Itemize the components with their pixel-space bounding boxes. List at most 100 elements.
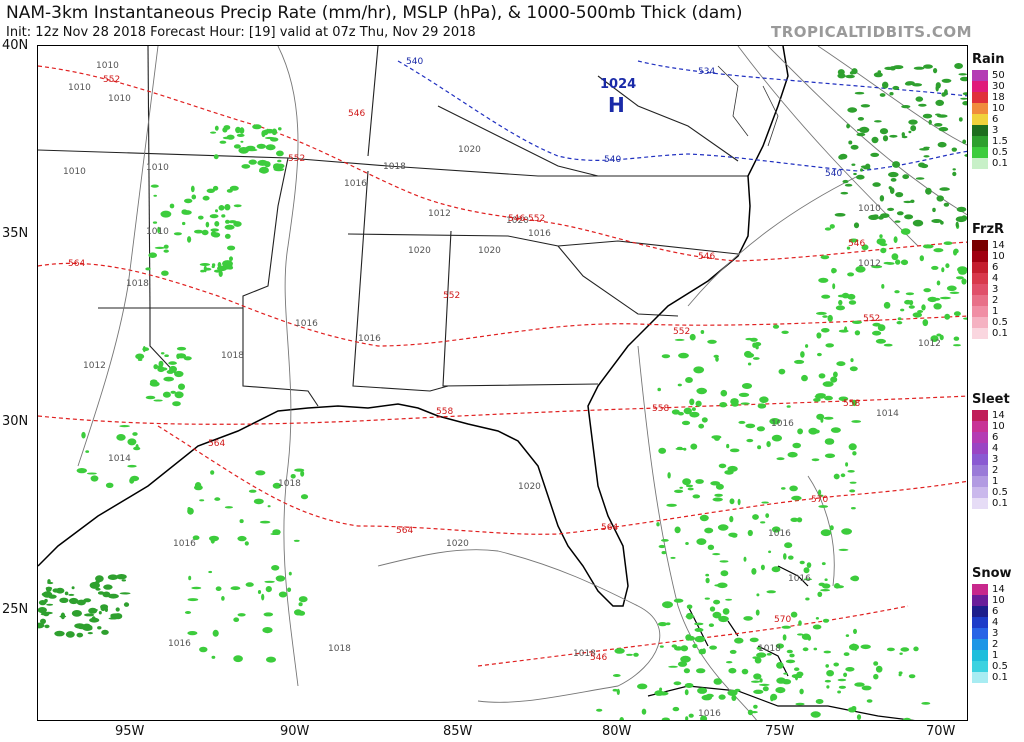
precip-cell [200,269,205,273]
precip-cell [678,352,689,359]
isobar-label: 1010 [146,163,169,173]
precip-cell [799,560,805,565]
legend-swatch [972,661,988,672]
precip-cell [729,498,735,505]
precip-cell [904,82,913,86]
isobar-label: 1016 [768,529,791,539]
precip-cell [222,260,233,267]
precip-cell [38,607,47,614]
precip-cell [685,615,695,618]
precip-cell [224,506,233,509]
precip-cell [962,101,967,106]
precip-cell [923,64,933,69]
precip-cell [894,290,900,294]
precip-cell [728,667,737,674]
precip-cell [95,575,104,583]
precip-cell [154,365,161,369]
legend-value: 0.1 [992,672,1008,683]
precip-cell [944,89,948,96]
legend-row: 3 [972,628,1022,639]
legend-row: 0.5 [972,147,1022,158]
precip-cell [825,343,834,348]
legend-row: 0.5 [972,317,1022,328]
precip-cell [677,411,684,416]
precip-cell [700,330,705,334]
legend-swatch [972,606,988,617]
precip-cell [787,451,798,458]
precip-cell [671,409,680,415]
isobar-label: 1016 [295,319,318,329]
precip-cell [71,586,75,590]
precip-cell [694,622,704,626]
precip-cell [257,590,262,594]
precip-cell [709,606,716,612]
precip-cell [752,342,757,348]
precip-cell [889,187,895,194]
precip-cell [253,498,264,505]
precip-cell [720,570,729,577]
precip-cell [145,267,151,271]
precip-cell [65,631,75,638]
precip-cell [115,607,120,612]
precip-cell [792,442,801,449]
isobar-label: 1018 [328,644,351,654]
isobar-label: 1016 [771,419,794,429]
legend-value: 0.5 [992,487,1008,498]
precip-cell [883,301,891,309]
precip-cell [781,625,791,629]
precip-cell [172,401,181,407]
legend-value: 1.5 [992,136,1008,147]
precip-cell [831,268,837,274]
precip-cell [265,586,272,593]
precip-cell [945,263,950,269]
precip-cell [873,661,879,666]
precip-cell [908,130,912,134]
precip-cell [221,596,225,601]
precip-cell [818,582,826,587]
precip-cell [943,202,950,207]
precip-cell [183,356,192,361]
legend-row: 30 [972,81,1022,92]
precip-cell [768,550,772,554]
precip-cell [726,443,730,449]
precip-cell [772,526,781,533]
precip-cell [761,501,769,504]
precip-cell [766,653,772,656]
precip-cell [710,481,721,486]
legend-swatch [972,465,988,476]
legend-swatch [972,240,988,251]
isobar-label: 1018 [758,644,781,654]
precip-cell [913,646,919,652]
precip-cell [661,539,669,542]
precip-cell [910,125,917,132]
islands [647,565,915,720]
precip-cell [888,171,899,178]
precip-cell [843,652,850,656]
precip-cell [770,693,778,701]
precip-cell [824,578,828,581]
legend-row: 3 [972,454,1022,465]
precip-cell [712,611,722,619]
weather-map[interactable]: 1010 1010 1010 1010 1010 1010 1012 1018 1016 1018… [37,45,968,721]
precip-cell [233,655,243,663]
precip-cell [675,447,686,451]
precip-cell [953,336,960,341]
precip-cell [875,665,883,673]
precip-cell [851,575,860,582]
precip-cell [741,668,749,675]
precip-cell [198,215,204,220]
precip-cell [856,174,865,180]
precip-cell [208,570,213,574]
precip-cell [720,389,728,397]
precip-cell [846,123,850,129]
precip-cell [848,238,859,243]
precip-cell [785,659,796,664]
precip-cell [930,335,939,342]
precip-cell [199,499,205,502]
precip-cell [822,315,828,318]
precip-cell [758,683,770,687]
precip-cell [900,228,911,235]
precip-cell [844,326,848,333]
precip-cell [81,431,86,439]
legend-value: 6 [992,606,999,617]
